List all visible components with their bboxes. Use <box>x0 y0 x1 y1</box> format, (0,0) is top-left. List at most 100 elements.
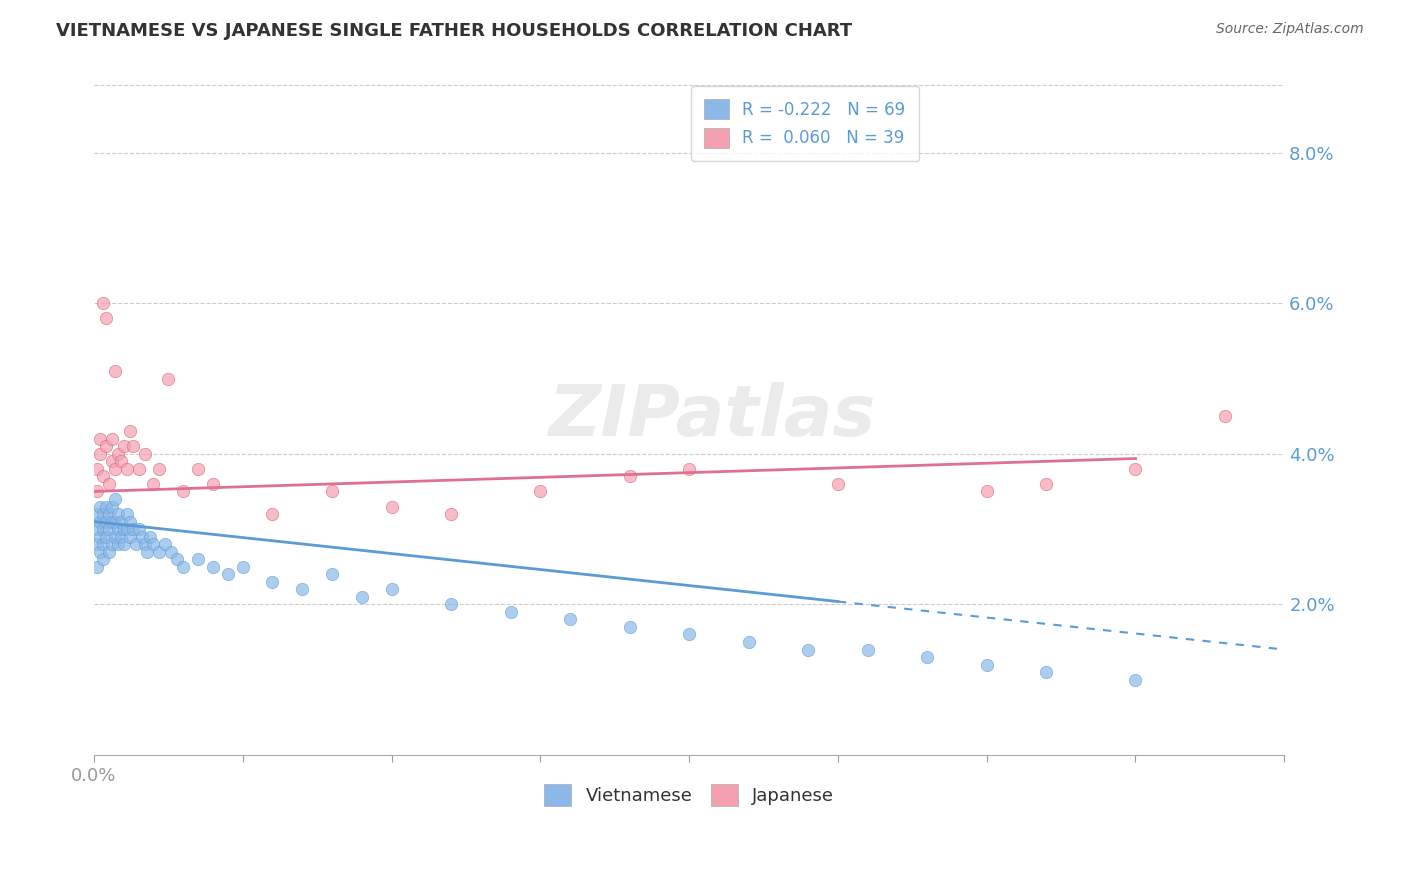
Point <box>101 454 124 468</box>
Point <box>94 439 117 453</box>
Point <box>94 500 117 514</box>
Point <box>128 522 150 536</box>
Point <box>107 522 129 536</box>
Point <box>89 515 111 529</box>
Point <box>1125 673 1147 687</box>
Point <box>380 582 402 597</box>
Point <box>187 462 209 476</box>
Point <box>107 447 129 461</box>
Point <box>101 537 124 551</box>
Point <box>115 507 138 521</box>
Point <box>678 627 700 641</box>
Point <box>91 537 114 551</box>
Point <box>94 530 117 544</box>
Point <box>91 552 114 566</box>
Point <box>529 484 551 499</box>
Point <box>976 484 998 499</box>
Point <box>148 462 170 476</box>
Point <box>166 552 188 566</box>
Point <box>856 642 879 657</box>
Point <box>118 424 141 438</box>
Point <box>350 590 373 604</box>
Point <box>89 500 111 514</box>
Point <box>112 537 135 551</box>
Point <box>104 462 127 476</box>
Point <box>1035 477 1057 491</box>
Point <box>86 537 108 551</box>
Point <box>110 515 132 529</box>
Point <box>91 522 114 536</box>
Point <box>558 612 581 626</box>
Point <box>619 620 641 634</box>
Point <box>107 537 129 551</box>
Point <box>112 439 135 453</box>
Point <box>115 522 138 536</box>
Legend: Vietnamese, Japanese: Vietnamese, Japanese <box>537 777 841 814</box>
Point <box>101 515 124 529</box>
Point <box>89 530 111 544</box>
Point <box>86 522 108 536</box>
Point <box>678 462 700 476</box>
Point <box>128 462 150 476</box>
Point <box>217 567 239 582</box>
Point <box>139 530 162 544</box>
Text: Source: ZipAtlas.com: Source: ZipAtlas.com <box>1216 22 1364 37</box>
Point <box>380 500 402 514</box>
Point <box>619 469 641 483</box>
Point <box>104 515 127 529</box>
Point <box>91 469 114 483</box>
Point <box>104 530 127 544</box>
Point <box>827 477 849 491</box>
Point <box>86 507 108 521</box>
Point <box>97 507 120 521</box>
Point <box>110 454 132 468</box>
Text: VIETNAMESE VS JAPANESE SINGLE FATHER HOUSEHOLDS CORRELATION CHART: VIETNAMESE VS JAPANESE SINGLE FATHER HOU… <box>56 22 852 40</box>
Point <box>148 544 170 558</box>
Point <box>262 574 284 589</box>
Point <box>91 296 114 310</box>
Text: ZIPatlas: ZIPatlas <box>550 382 876 450</box>
Point <box>94 311 117 326</box>
Point <box>321 567 343 582</box>
Point <box>291 582 314 597</box>
Point <box>155 537 177 551</box>
Point <box>91 507 114 521</box>
Point <box>115 462 138 476</box>
Point <box>172 484 194 499</box>
Point <box>142 537 165 551</box>
Point <box>121 522 143 536</box>
Point <box>232 559 254 574</box>
Point <box>201 477 224 491</box>
Point <box>121 439 143 453</box>
Point <box>89 447 111 461</box>
Point <box>134 537 156 551</box>
Point <box>440 598 463 612</box>
Point <box>1035 665 1057 679</box>
Point <box>142 477 165 491</box>
Point <box>157 371 180 385</box>
Point <box>86 559 108 574</box>
Point <box>118 515 141 529</box>
Point <box>101 500 124 514</box>
Point <box>134 447 156 461</box>
Point <box>86 462 108 476</box>
Point <box>104 364 127 378</box>
Point <box>976 657 998 672</box>
Point <box>136 544 159 558</box>
Point <box>97 477 120 491</box>
Point <box>160 544 183 558</box>
Point <box>118 530 141 544</box>
Point <box>187 552 209 566</box>
Point <box>131 530 153 544</box>
Point <box>321 484 343 499</box>
Point <box>94 515 117 529</box>
Point <box>172 559 194 574</box>
Point <box>201 559 224 574</box>
Point <box>97 522 120 536</box>
Point <box>797 642 820 657</box>
Point <box>440 507 463 521</box>
Point <box>1125 462 1147 476</box>
Point <box>104 491 127 506</box>
Point <box>110 530 132 544</box>
Point <box>89 544 111 558</box>
